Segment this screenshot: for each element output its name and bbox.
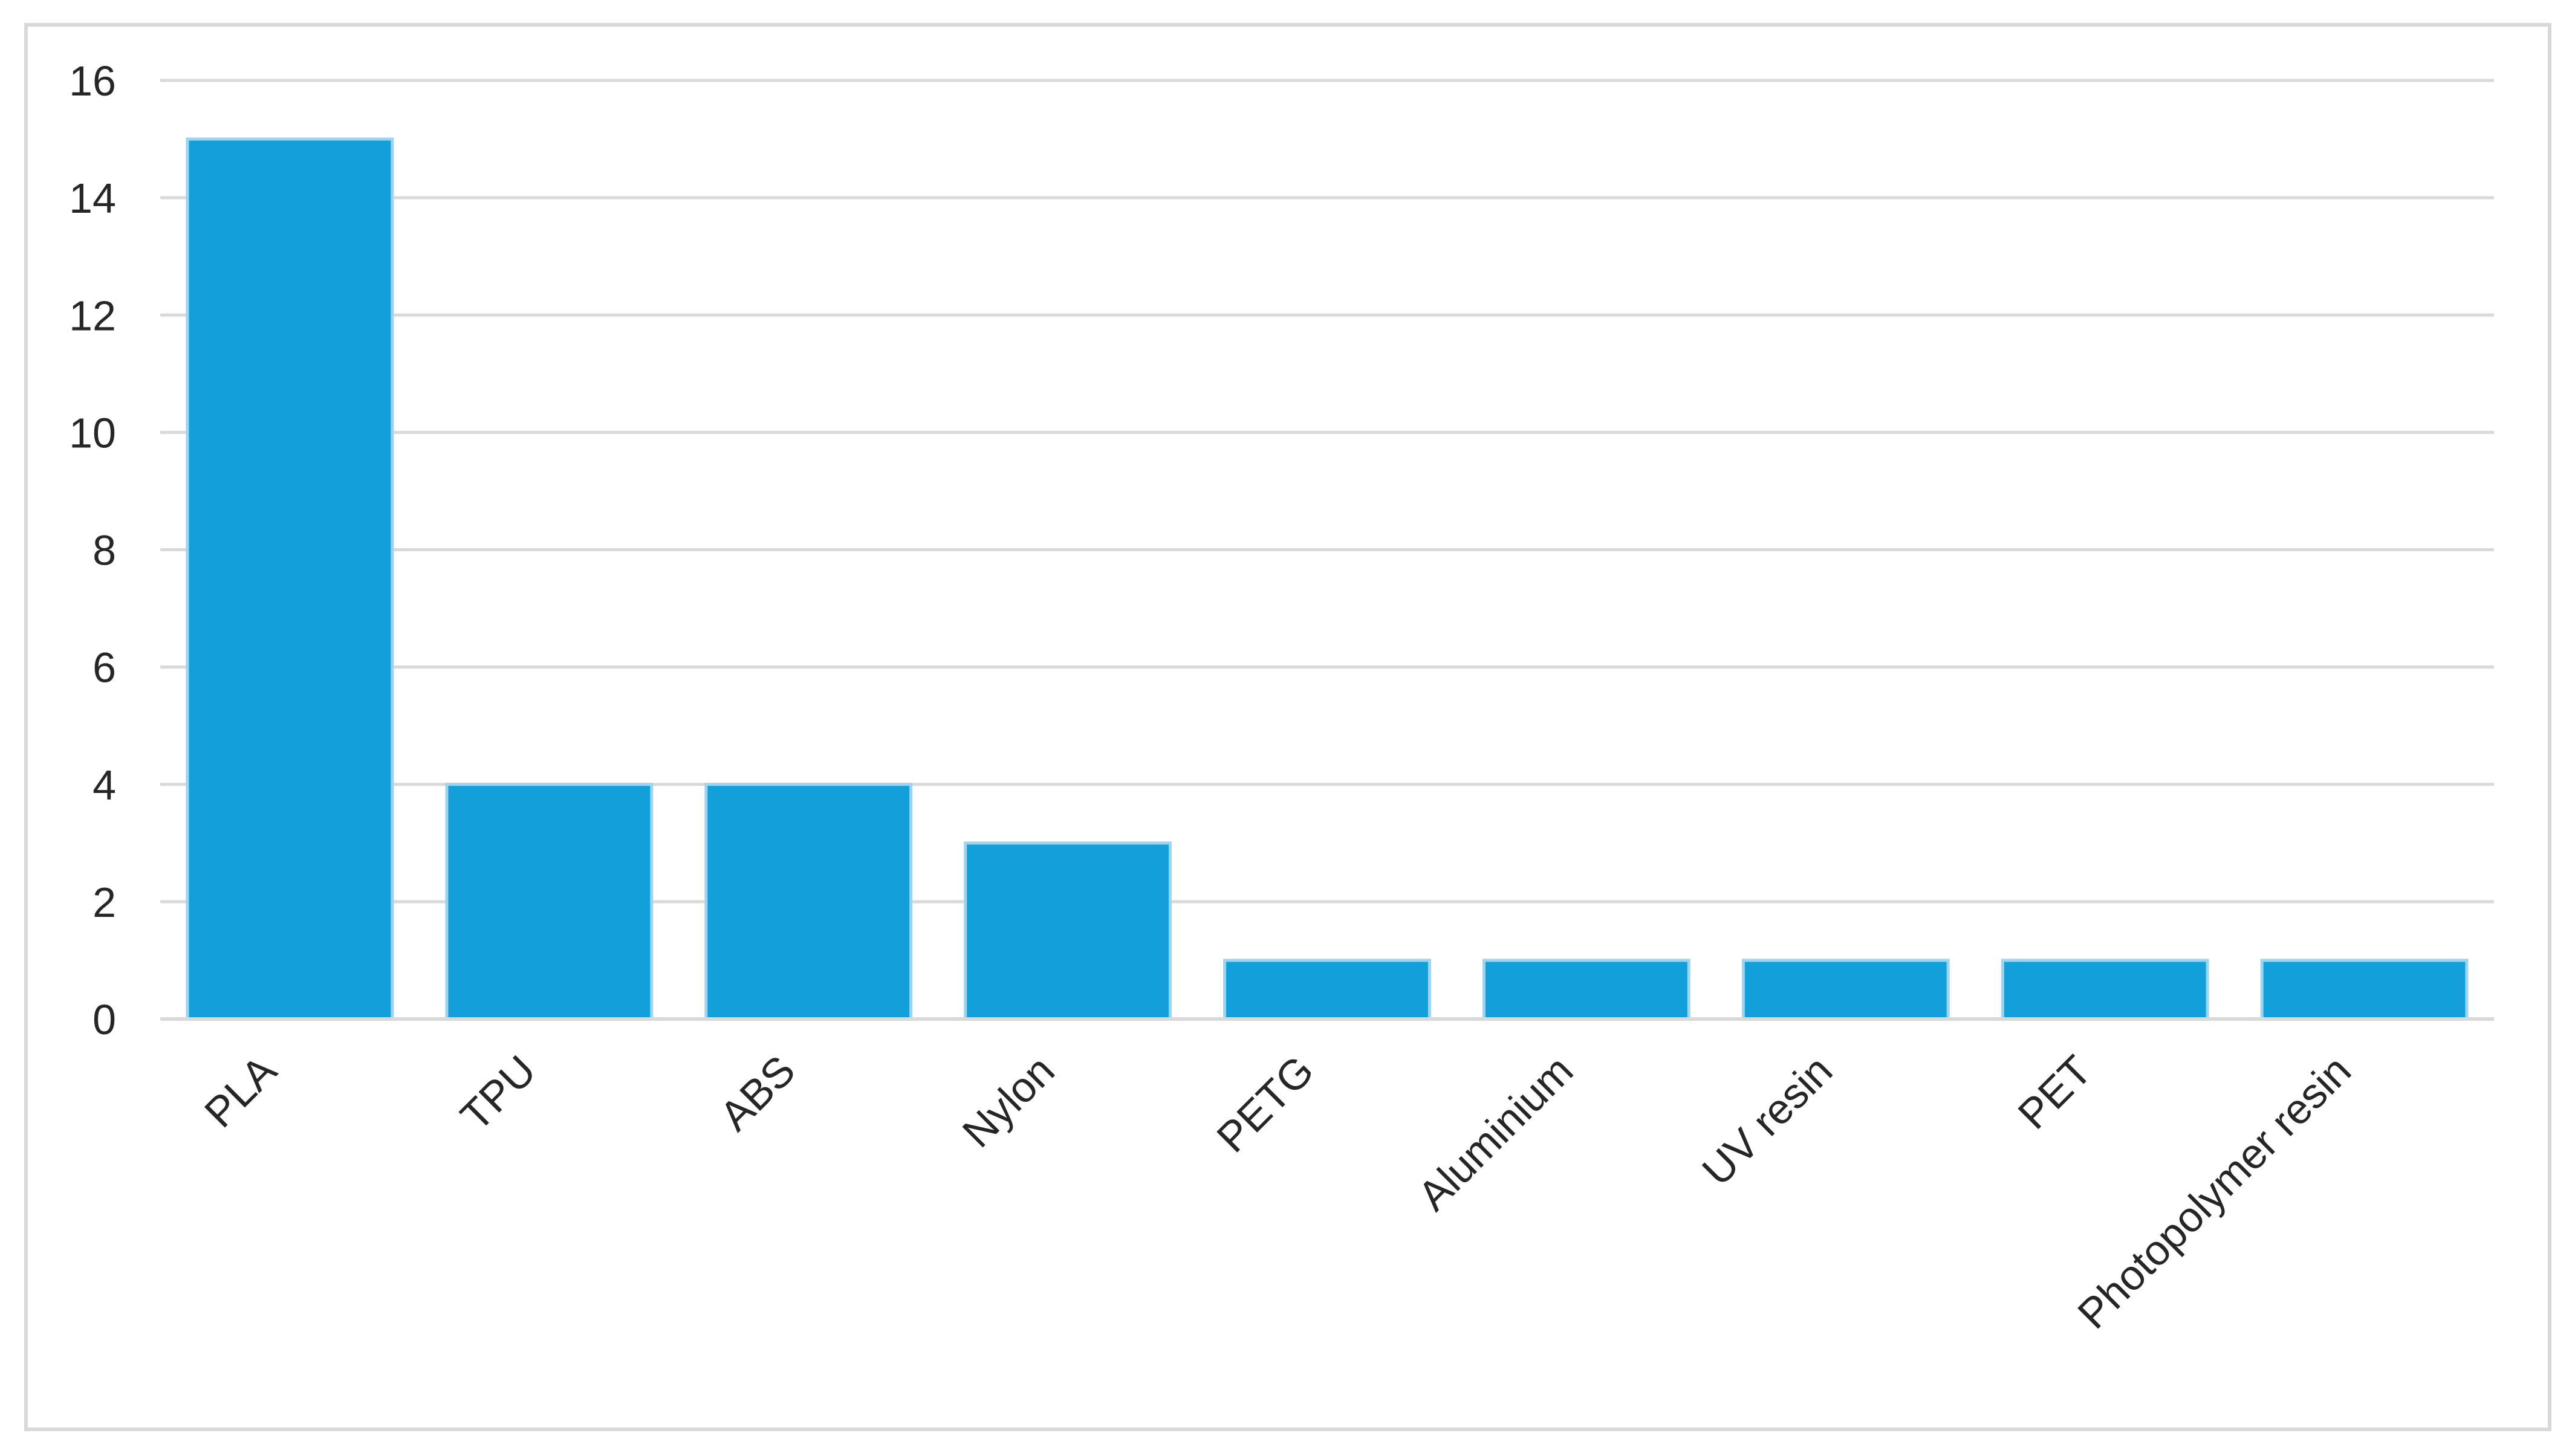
y-tick-label-0: 0 — [93, 996, 116, 1043]
x-tick-label-aluminium: Aluminium — [1409, 1046, 1582, 1219]
x-tick-label-abs: ABS — [711, 1046, 804, 1139]
y-tick-label-12: 12 — [69, 292, 116, 339]
bar-photopolymer-resin — [2260, 959, 2469, 1021]
y-axis: 0 2 4 6 8 10 12 14 16 — [69, 57, 116, 1043]
bar-pla — [186, 137, 394, 1021]
bar-nylon — [964, 841, 1172, 1021]
x-axis: PLA TPU ABS Nylon PETG Aluminium UV resin PETPh… — [160, 1017, 2494, 1338]
x-tick-label-pla: PLA — [195, 1046, 285, 1136]
bar-pet — [2001, 959, 2209, 1021]
y-tick-label-8: 8 — [93, 527, 116, 574]
chart-frame — [24, 23, 2551, 1431]
bar-aluminium — [1482, 959, 1690, 1021]
x-tick-label-pet: PET — [2009, 1046, 2100, 1137]
x-tick-label-uv-resin: UV resin — [1693, 1046, 1841, 1194]
x-tick-label-tpu: TPU — [452, 1046, 545, 1139]
bar-petg — [1223, 959, 1431, 1021]
y-tick-label-4: 4 — [93, 762, 116, 809]
x-tick-label-photopolymer-resin: Photopolymer resin — [2069, 1046, 2360, 1338]
bar-abs — [704, 783, 913, 1021]
bars — [186, 137, 2469, 1021]
y-tick-label-2: 2 — [93, 879, 116, 926]
y-tick-label-10: 10 — [69, 409, 116, 456]
y-tick-label-14: 14 — [69, 175, 116, 222]
x-tick-label-nylon: Nylon — [953, 1046, 1063, 1156]
bar-tpu — [445, 783, 654, 1021]
y-tick-label-16: 16 — [69, 57, 116, 105]
bar-uv-resin — [1741, 959, 1950, 1021]
x-tick-label-petg: PETG — [1208, 1046, 1323, 1161]
y-tick-label-6: 6 — [93, 644, 116, 691]
